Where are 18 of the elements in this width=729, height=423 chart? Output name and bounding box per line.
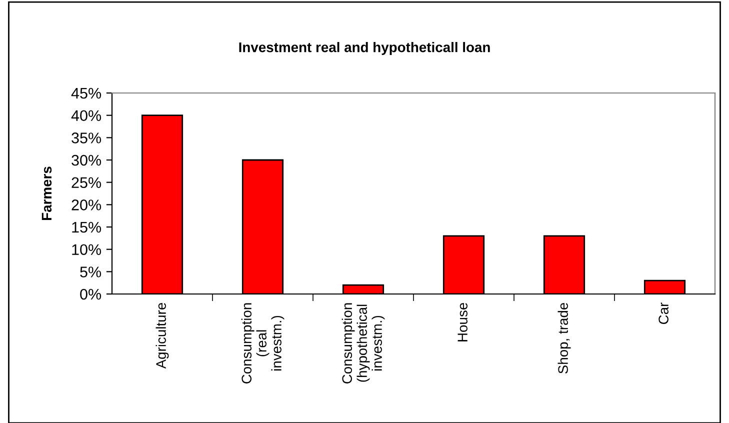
y-tick-label: 10% [72, 244, 102, 256]
y-tick-label: 35% [72, 132, 102, 144]
chart-title: Investment real and hypotheticall loan [239, 42, 490, 55]
x-tick-label: Car [658, 302, 668, 324]
x-tick-label: House [458, 302, 468, 342]
y-tick-label: 20% [72, 200, 102, 210]
x-tick-label: Consumption (hypothetical investm.) [342, 303, 385, 384]
x-tick-label: Agriculture [156, 302, 169, 369]
y-axis-title: Farmers [42, 166, 52, 220]
y-tick-label: 0% [80, 288, 102, 300]
y-tick-label: 25% [72, 177, 102, 188]
y-tick-label: 5% [80, 266, 102, 278]
x-tick-label: Shop, trade [558, 302, 571, 374]
y-tick-label: 30% [72, 154, 102, 166]
x-tick-label: Consumption (real investm.) [241, 303, 284, 384]
y-tick-label: 45% [71, 88, 102, 99]
y-tick-label: 40% [71, 110, 102, 122]
y-tick-label: 15% [72, 222, 102, 233]
